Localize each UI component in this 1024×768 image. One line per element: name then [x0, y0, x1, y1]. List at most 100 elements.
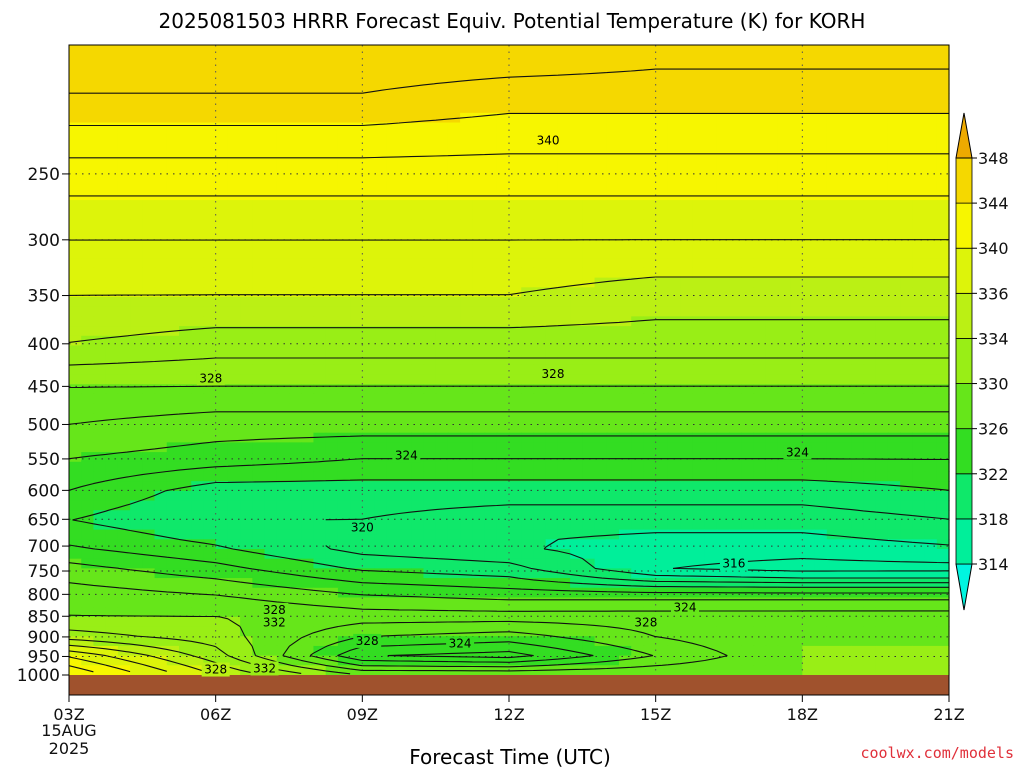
field-cell — [435, 219, 449, 230]
field-cell — [191, 316, 205, 327]
field-cell — [252, 558, 266, 569]
field-cell — [105, 355, 119, 366]
field-cell — [166, 74, 180, 85]
field-cell — [667, 161, 681, 172]
field-cell — [912, 355, 926, 366]
field-cell — [619, 616, 632, 628]
field-cell — [521, 161, 535, 172]
field-cell — [619, 384, 632, 395]
field-cell — [301, 607, 315, 618]
field-cell — [936, 413, 950, 424]
field-cell — [166, 364, 180, 376]
field-cell — [704, 413, 718, 424]
field-cell — [130, 500, 143, 511]
field-cell — [411, 83, 425, 95]
field-cell — [411, 171, 425, 182]
field-cell — [227, 64, 241, 75]
field-cell — [386, 287, 400, 298]
field-cell — [105, 374, 119, 385]
field-cell — [93, 597, 107, 608]
field-cell — [154, 587, 168, 599]
field-cell — [936, 171, 950, 182]
field-cell — [227, 355, 241, 366]
field-cell — [203, 93, 217, 104]
field-cell — [374, 171, 388, 182]
field-cell — [93, 258, 107, 269]
field-cell — [790, 539, 803, 550]
field-cell — [460, 200, 473, 211]
field-cell — [191, 200, 205, 211]
field-cell — [215, 393, 229, 405]
field-cell — [81, 297, 95, 308]
field-cell — [227, 297, 241, 308]
field-cell — [814, 665, 828, 676]
field-cell — [227, 519, 241, 531]
field-cell — [252, 655, 266, 666]
field-cell — [619, 355, 632, 366]
field-cell — [423, 355, 437, 366]
field-cell — [69, 481, 82, 492]
field-cell — [729, 122, 742, 133]
field-cell — [154, 287, 168, 298]
field-cell — [631, 510, 645, 521]
field-cell — [631, 297, 645, 308]
field-cell — [680, 519, 693, 531]
field-cell — [81, 103, 95, 114]
field-cell — [936, 471, 950, 482]
field-cell — [631, 374, 645, 385]
field-cell — [130, 597, 143, 608]
field-cell — [912, 490, 926, 502]
field-cell — [802, 151, 816, 162]
field-cell — [362, 103, 376, 114]
field-cell — [631, 122, 645, 133]
field-cell — [447, 277, 461, 288]
field-cell — [191, 500, 205, 511]
field-cell — [863, 200, 877, 211]
field-cell — [399, 539, 412, 550]
field-cell — [264, 83, 278, 95]
field-cell — [435, 248, 449, 259]
field-cell — [887, 326, 901, 337]
field-cell — [594, 93, 608, 104]
field-cell — [680, 326, 693, 337]
field-cell — [631, 54, 645, 65]
field-cell — [619, 500, 632, 511]
field-cell — [105, 180, 119, 191]
field-cell — [203, 558, 217, 569]
field-cell — [289, 626, 302, 637]
field-cell — [240, 597, 253, 608]
field-cell — [179, 626, 192, 637]
field-cell — [289, 267, 302, 279]
field-cell — [545, 219, 559, 230]
field-cell — [325, 132, 339, 143]
field-cell — [753, 481, 767, 492]
field-cell — [887, 384, 901, 395]
field-cell — [839, 238, 852, 250]
field-cell — [484, 83, 498, 95]
field-cell — [276, 141, 290, 153]
field-cell — [117, 432, 131, 443]
field-cell — [521, 258, 535, 269]
field-cell — [447, 122, 461, 133]
field-cell — [362, 461, 376, 473]
field-cell — [521, 200, 535, 211]
field-cell — [472, 432, 486, 443]
field-cell — [460, 229, 473, 240]
field-cell — [374, 64, 388, 75]
field-cell — [289, 393, 302, 405]
field-cell — [655, 607, 669, 618]
field-cell — [839, 500, 852, 511]
field-cell — [826, 229, 840, 240]
field-cell — [179, 597, 192, 608]
field-cell — [69, 200, 82, 211]
field-cell — [753, 74, 767, 85]
field-cell — [839, 655, 852, 666]
field-cell — [753, 374, 767, 385]
field-cell — [447, 423, 461, 434]
field-cell — [179, 413, 192, 424]
field-cell — [887, 287, 901, 298]
field-cell — [790, 93, 803, 104]
field-cell — [900, 355, 913, 366]
field-cell — [264, 45, 278, 56]
field-cell — [741, 132, 755, 143]
